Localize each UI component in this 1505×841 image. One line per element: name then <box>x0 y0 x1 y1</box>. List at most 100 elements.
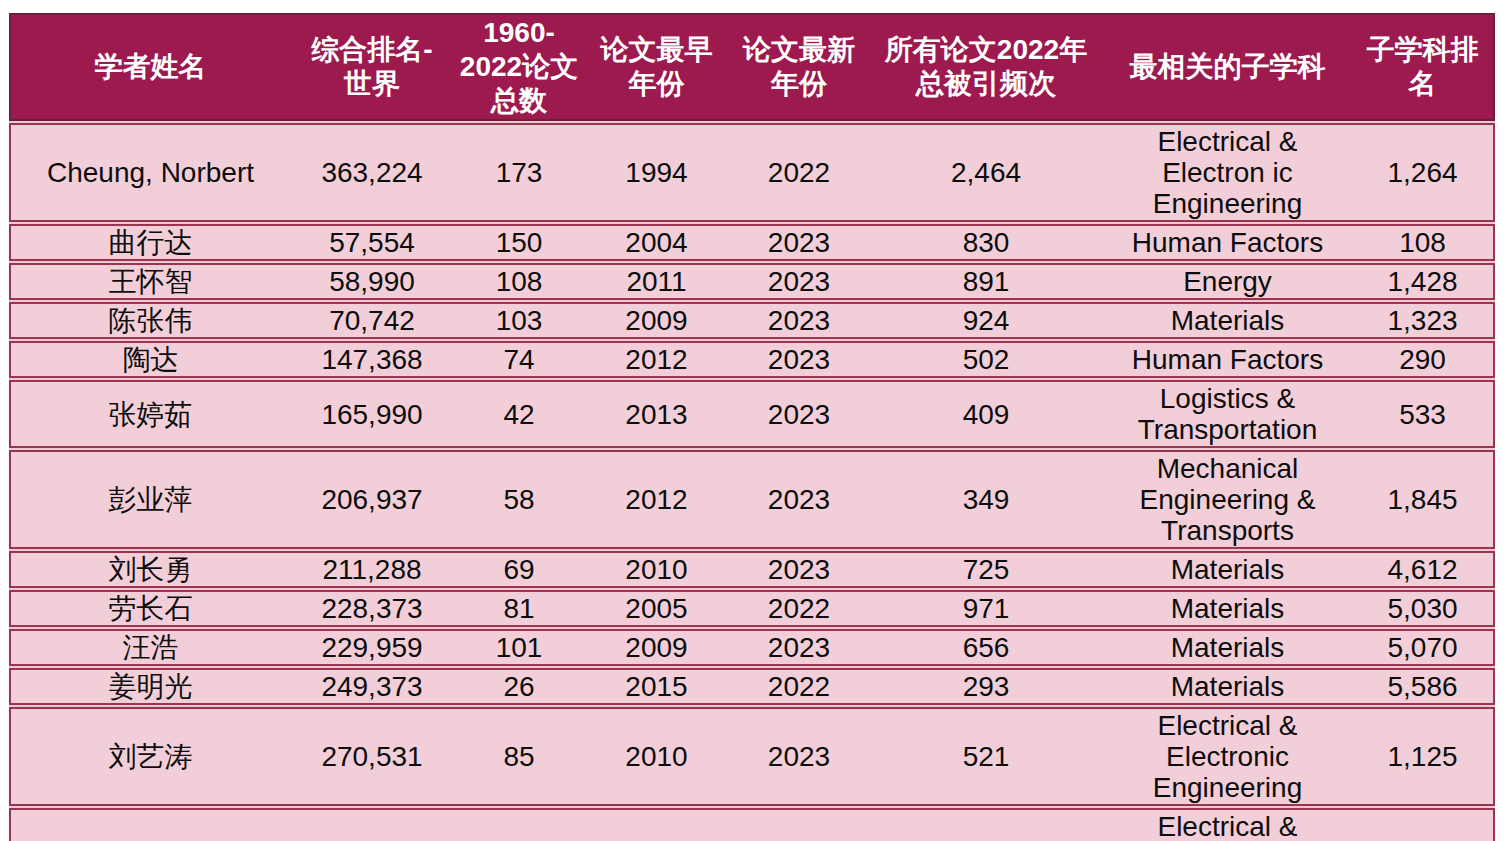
scholar-name-cell: 王怀智 <box>11 265 290 298</box>
citations-2022-cell: 293 <box>869 670 1103 703</box>
scholar-name-cell: 陶达 <box>11 343 290 376</box>
earliest-year-cell: 2012 <box>584 343 729 376</box>
subdiscipline-cell: Materials <box>1103 670 1352 703</box>
latest-year-cell: 2022 <box>729 670 869 703</box>
latest-year-cell: 2023 <box>729 553 869 586</box>
scholar-ranking-table: 学者姓名 综合排名- 世界 1960- 2022论文 总数 论文最早 年份 论文… <box>9 13 1495 841</box>
subdiscipline-cell: Materials <box>1103 304 1352 337</box>
scholar-name-cell: Cheung, Norbert <box>11 125 290 220</box>
subdiscipline-rank-cell: 290 <box>1352 343 1493 376</box>
world-rank-cell: 439,009 <box>290 810 454 841</box>
citations-2022-cell: 924 <box>869 304 1103 337</box>
paper-count-cell: 150 <box>454 226 584 259</box>
world-rank-cell: 249,373 <box>290 670 454 703</box>
subdiscipline-rank-cell: 1,264 <box>1352 125 1493 220</box>
table-header-row: 学者姓名 综合排名- 世界 1960- 2022论文 总数 论文最早 年份 论文… <box>9 13 1495 121</box>
paper-count-cell: 101 <box>454 631 584 664</box>
world-rank-cell: 58,990 <box>290 265 454 298</box>
subdiscipline-rank-cell: 1,845 <box>1352 452 1493 547</box>
earliest-year-cell: 2010 <box>584 553 729 586</box>
subdiscipline-rank-cell: 1,323 <box>1352 304 1493 337</box>
scholar-name-cell: 曲行达 <box>11 226 290 259</box>
subdiscipline-rank-cell: 5,030 <box>1352 592 1493 625</box>
earliest-year-cell: 1994 <box>584 125 729 220</box>
subdiscipline-rank-cell: 1,959 <box>1352 810 1493 841</box>
scholar-name-cell: 刘艺涛 <box>11 709 290 804</box>
table-row: 曲行达 57,554 150 2004 2023 830 Human Facto… <box>9 224 1495 261</box>
paper-count-cell: 173 <box>454 125 584 220</box>
subdiscipline-rank-cell: 108 <box>1352 226 1493 259</box>
scholar-name-cell: 姜明光 <box>11 670 290 703</box>
latest-year-cell: 2022 <box>729 125 869 220</box>
world-rank-cell: 206,937 <box>290 452 454 547</box>
citations-2022-cell: 971 <box>869 592 1103 625</box>
paper-count-cell: 26 <box>454 670 584 703</box>
scholar-name-cell: 张婷茹 <box>11 382 290 446</box>
citations-2022-cell: 830 <box>869 226 1103 259</box>
table-row: 彭业萍 206,937 58 2012 2023 349 Mechanical … <box>9 450 1495 549</box>
world-rank-cell: 147,368 <box>290 343 454 376</box>
latest-year-cell: 2023 <box>729 709 869 804</box>
subdiscipline-rank-cell: 5,586 <box>1352 670 1493 703</box>
citations-2022-cell: 409 <box>869 382 1103 446</box>
scholar-name-cell: 劳长石 <box>11 592 290 625</box>
world-rank-cell: 70,742 <box>290 304 454 337</box>
citations-2022-cell: 444 <box>869 810 1103 841</box>
latest-year-cell: 2023 <box>729 304 869 337</box>
subdiscipline-cell: Energy <box>1103 265 1352 298</box>
subdiscipline-cell: Materials <box>1103 553 1352 586</box>
citations-2022-cell: 2,464 <box>869 125 1103 220</box>
column-header-latest-year: 论文最新 年份 <box>729 15 869 119</box>
latest-year-cell: 2023 <box>729 265 869 298</box>
subdiscipline-cell: Electrical & Electron ic Engineering <box>1103 125 1352 220</box>
citations-2022-cell: 891 <box>869 265 1103 298</box>
table-row: Cheung, Norbert 363,224 173 1994 2022 2,… <box>9 123 1495 222</box>
scholar-name-cell: 刘长勇 <box>11 553 290 586</box>
column-header-scholar-name: 学者姓名 <box>11 15 290 119</box>
column-header-earliest-year: 论文最早 年份 <box>584 15 729 119</box>
subdiscipline-cell: Materials <box>1103 592 1352 625</box>
latest-year-cell: 2023 <box>729 631 869 664</box>
paper-count-cell: 193 <box>454 810 584 841</box>
subdiscipline-cell: Human Factors <box>1103 343 1352 376</box>
citations-2022-cell: 656 <box>869 631 1103 664</box>
subdiscipline-cell: Human Factors <box>1103 226 1352 259</box>
earliest-year-cell: 2011 <box>584 265 729 298</box>
earliest-year-cell: 2009 <box>584 304 729 337</box>
subdiscipline-rank-cell: 1,428 <box>1352 265 1493 298</box>
earliest-year-cell: 2010 <box>584 709 729 804</box>
table-row: 陶达 147,368 74 2012 2023 502 Human Factor… <box>9 341 1495 378</box>
subdiscipline-rank-cell: 1,125 <box>1352 709 1493 804</box>
paper-count-cell: 74 <box>454 343 584 376</box>
table-row: 陈张伟 70,742 103 2009 2023 924 Materials 1… <box>9 302 1495 339</box>
scholar-name-cell: 彭业萍 <box>11 452 290 547</box>
latest-year-cell: 2022 <box>729 592 869 625</box>
scholar-name-cell: 陈张伟 <box>11 304 290 337</box>
paper-count-cell: 58 <box>454 452 584 547</box>
subdiscipline-cell: Mechanical Engineering & Transports <box>1103 452 1352 547</box>
table-row: 张婷茹 165,990 42 2013 2023 409 Logistics &… <box>9 380 1495 448</box>
citations-2022-cell: 349 <box>869 452 1103 547</box>
table-row: 王怀智 58,990 108 2011 2023 891 Energy 1,42… <box>9 263 1495 300</box>
subdiscipline-cell: Logistics & Transportation <box>1103 382 1352 446</box>
paper-count-cell: 108 <box>454 265 584 298</box>
earliest-year-cell: 2013 <box>584 382 729 446</box>
column-header-world-rank: 综合排名- 世界 <box>290 15 454 119</box>
subdiscipline-rank-cell: 5,070 <box>1352 631 1493 664</box>
earliest-year-cell: 2012 <box>584 452 729 547</box>
scholar-name-cell: 曹广忠 <box>11 810 290 841</box>
subdiscipline-rank-cell: 533 <box>1352 382 1493 446</box>
latest-year-cell: 2023 <box>729 343 869 376</box>
column-header-subdiscipline: 最相关的子学科 <box>1103 15 1352 119</box>
column-header-citations-2022: 所有论文2022年 总被引频次 <box>869 15 1103 119</box>
table-row: 汪浩 229,959 101 2009 2023 656 Materials 5… <box>9 629 1495 666</box>
table-row: 刘艺涛 270,531 85 2010 2023 521 Electrical … <box>9 707 1495 806</box>
paper-count-cell: 69 <box>454 553 584 586</box>
world-rank-cell: 229,959 <box>290 631 454 664</box>
earliest-year-cell: 2009 <box>584 631 729 664</box>
latest-year-cell: 2023 <box>729 382 869 446</box>
latest-year-cell: 2023 <box>729 810 869 841</box>
citations-2022-cell: 725 <box>869 553 1103 586</box>
earliest-year-cell: 2015 <box>584 670 729 703</box>
subdiscipline-rank-cell: 4,612 <box>1352 553 1493 586</box>
